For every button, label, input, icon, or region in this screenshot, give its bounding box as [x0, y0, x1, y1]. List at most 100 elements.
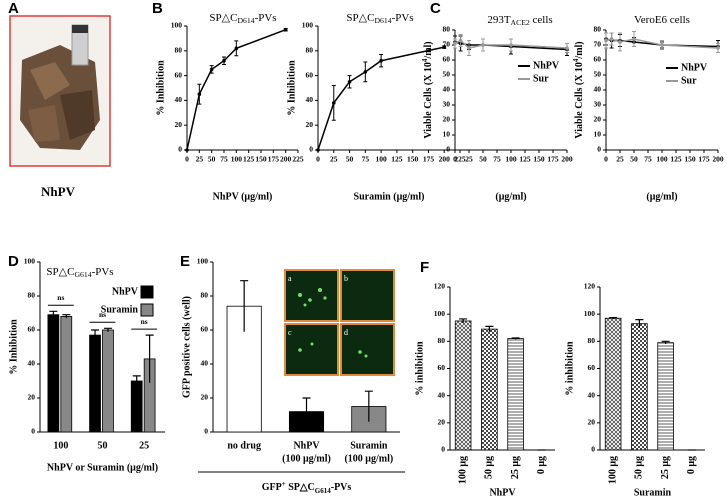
x-tick-label: 0	[453, 155, 457, 164]
x-tick-label: 25	[330, 155, 338, 164]
y-tick-label: 40	[28, 359, 36, 368]
text-part: G614	[74, 270, 91, 279]
y-tick-label: 40	[306, 95, 314, 104]
point	[660, 43, 664, 47]
point	[618, 40, 622, 44]
y-tick-label: 100	[197, 257, 209, 266]
y-tick-label: 0	[31, 427, 35, 436]
y-tick-label: 0	[178, 145, 182, 154]
error-bar	[485, 325, 494, 332]
x-tick-label: 25 μg	[510, 456, 521, 479]
error-bar	[62, 314, 71, 319]
panel-label: B	[152, 0, 163, 17]
inset-label: a	[288, 274, 292, 283]
x-tick-label: 50	[630, 155, 638, 164]
line	[186, 29, 286, 151]
x-axis-label: (μg/ml)	[646, 191, 677, 202]
text-part: -PVs	[392, 12, 414, 24]
x-axis-label: NhPV	[489, 487, 516, 498]
y-tick-label: 20	[443, 115, 451, 124]
x-tick-label: 175	[423, 155, 435, 164]
x-tick-label: 75	[220, 155, 228, 164]
legend-label: Sur	[533, 73, 549, 84]
y-tick-label: 80	[438, 336, 446, 345]
point	[453, 41, 457, 46]
point	[222, 58, 226, 63]
y-tick-label: 10	[443, 130, 451, 139]
x-tick-label: 0 μg	[686, 456, 697, 474]
error-bar	[609, 316, 618, 319]
text-part: GFP	[262, 482, 282, 493]
error-bar	[364, 390, 373, 422]
y-axis-label: % Inhibition	[155, 60, 166, 116]
legend-swatch	[140, 285, 154, 299]
point	[509, 43, 513, 47]
x-axis-label: NhPV or Suramin (μg/ml)	[47, 462, 158, 473]
bar	[130, 380, 143, 433]
line	[317, 46, 445, 151]
y-tick-label: 120	[584, 282, 596, 291]
bar	[481, 328, 498, 451]
legend-label: NhPV	[533, 60, 560, 71]
x-tick-label: 25	[616, 155, 624, 164]
point	[604, 38, 608, 43]
x-tick-label: 175	[268, 155, 280, 164]
y-tick-label: 100	[434, 309, 446, 318]
point	[185, 148, 189, 152]
inset-label: c	[288, 328, 292, 337]
annotation: ns	[141, 317, 148, 326]
y-axis-label: % Inhibition	[286, 60, 297, 116]
x-tick-label: 125	[391, 155, 403, 164]
chart-title: VeroE6 cells	[634, 14, 690, 26]
x-tick-label: 100	[656, 155, 668, 164]
text-part: /ml)	[574, 41, 585, 59]
y-tick-label: 0	[597, 145, 601, 154]
y-tick-label: 20	[201, 393, 209, 402]
inset-label: b	[344, 274, 348, 283]
point	[347, 80, 352, 84]
chart-title: 293TACE2 cells	[487, 14, 552, 27]
y-tick-label: 80	[594, 25, 602, 34]
x-tick-label: 200	[561, 155, 573, 164]
x-tick-label: 125	[670, 155, 682, 164]
point	[467, 46, 471, 50]
x-tick-label: 25	[139, 440, 149, 451]
error-bar	[91, 329, 100, 341]
y-tick-label: 100	[584, 309, 596, 318]
legend-swatch	[140, 303, 154, 317]
error-bar	[635, 319, 644, 328]
chart-title: SP△CG614-PVs	[46, 266, 113, 279]
x-tick-label: no drug	[227, 440, 261, 451]
y-tick-label: 30	[594, 100, 602, 109]
y-tick-label: 10	[594, 130, 602, 139]
x-tick-label: 125	[519, 155, 531, 164]
y-tick-label: 0	[309, 145, 313, 154]
y-tick-label: 0	[441, 445, 445, 454]
panel-label: E	[180, 253, 190, 270]
y-tick-label: 0	[446, 145, 450, 154]
x-axis-label: (μg/ml)	[495, 191, 526, 202]
y-tick-label: 80	[443, 25, 451, 34]
x-axis-label: NhPV (μg/ml)	[213, 191, 273, 202]
photo-caption: NhPV	[41, 184, 76, 199]
x-tick-label: 125	[243, 155, 255, 164]
y-tick-label: 120	[434, 282, 446, 291]
y-axis-label: % inhibition	[414, 341, 425, 396]
bar	[102, 329, 114, 433]
point	[716, 46, 720, 50]
x-tick-label: 100 μg	[607, 456, 618, 484]
point	[458, 38, 463, 43]
point	[316, 148, 320, 152]
error-bar	[240, 280, 249, 332]
y-tick-label: 100	[302, 21, 314, 30]
x-tick-note: (100 μg/ml)	[282, 453, 331, 464]
legend-label: NhPV	[112, 286, 139, 297]
y-tick-label: 40	[588, 390, 596, 399]
y-tick-label: 70	[443, 40, 451, 49]
legend-label: NhPV	[681, 62, 708, 73]
x-tick-label: 150	[684, 155, 696, 164]
text-part: -PVs	[92, 266, 114, 278]
y-tick-label: 20	[28, 393, 36, 402]
x-tick-label: 150	[533, 155, 545, 164]
